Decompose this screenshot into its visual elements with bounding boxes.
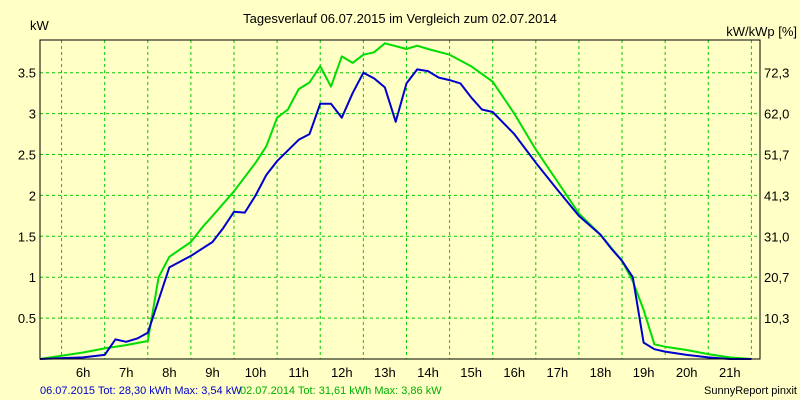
plot-frame — [39, 39, 761, 360]
y-tick-label: 1 — [29, 270, 36, 285]
x-tick-label: 19h — [633, 365, 655, 380]
y2-tick-label: 10,3 — [764, 311, 789, 326]
footer-series2: 02.07.2014 Tot: 31,61 kWh Max: 3,86 kW — [240, 385, 442, 397]
x-tick-label: 6h — [76, 365, 90, 380]
x-tick-label: 8h — [162, 365, 176, 380]
series-line-1 — [39, 68, 752, 360]
x-tick-label: 14h — [417, 365, 439, 380]
x-tick-label: 7h — [119, 365, 133, 380]
y2-tick-label: 20,7 — [764, 270, 789, 285]
chart-title: Tagesverlauf 06.07.2015 im Vergleich zum… — [243, 11, 557, 26]
x-tick-label: 9h — [205, 365, 219, 380]
y-tick-label: 3.5 — [18, 66, 36, 81]
x-tick-label: 17h — [547, 365, 569, 380]
y-tick-label: 2 — [29, 188, 36, 203]
y-tick-label: 3 — [29, 107, 36, 122]
y-ticks: 0.5 1 1.5 2 2.5 3 3.5 — [18, 66, 36, 326]
y-tick-label: 0.5 — [18, 311, 36, 326]
footer-credit: SunnyReport pinxit — [704, 385, 797, 397]
y2-tick-label: 51,7 — [764, 148, 789, 163]
x-tick-label: 12h — [331, 365, 353, 380]
y-tick-label: 2.5 — [18, 148, 36, 163]
y2-ticks: 10,3 20,7 31,0 41,3 51,7 62,0 72,3 — [764, 66, 789, 326]
grid — [40, 40, 760, 359]
y-axis-label: kW — [30, 18, 50, 33]
x-tick-label: 21h — [719, 365, 741, 380]
x-tick-label: 20h — [676, 365, 698, 380]
x-tick-label: 16h — [503, 365, 525, 380]
series-line-2 — [39, 42, 752, 360]
series-lines — [39, 42, 752, 360]
x-tick-label: 13h — [374, 365, 396, 380]
x-tick-label: 18h — [590, 365, 612, 380]
x-tick-label: 11h — [288, 365, 309, 380]
y2-axis-label: kW/kWp [%] — [726, 24, 797, 39]
y2-tick-label: 41,3 — [764, 188, 789, 203]
x-tick-label: 15h — [460, 365, 482, 380]
y-tick-label: 1.5 — [18, 229, 36, 244]
x-ticks: 6h 7h 8h 9h 10h 11h 12h 13h 14h 15h 16h 17h 18h 19h 20… — [76, 365, 741, 380]
footer-series1: 06.07.2015 Tot: 28,30 kWh Max: 3,54 kW — [40, 385, 242, 397]
y2-tick-label: 31,0 — [764, 229, 789, 244]
y2-tick-label: 62,0 — [764, 107, 789, 122]
y2-tick-label: 72,3 — [764, 66, 789, 81]
x-tick-label: 10h — [245, 365, 267, 380]
